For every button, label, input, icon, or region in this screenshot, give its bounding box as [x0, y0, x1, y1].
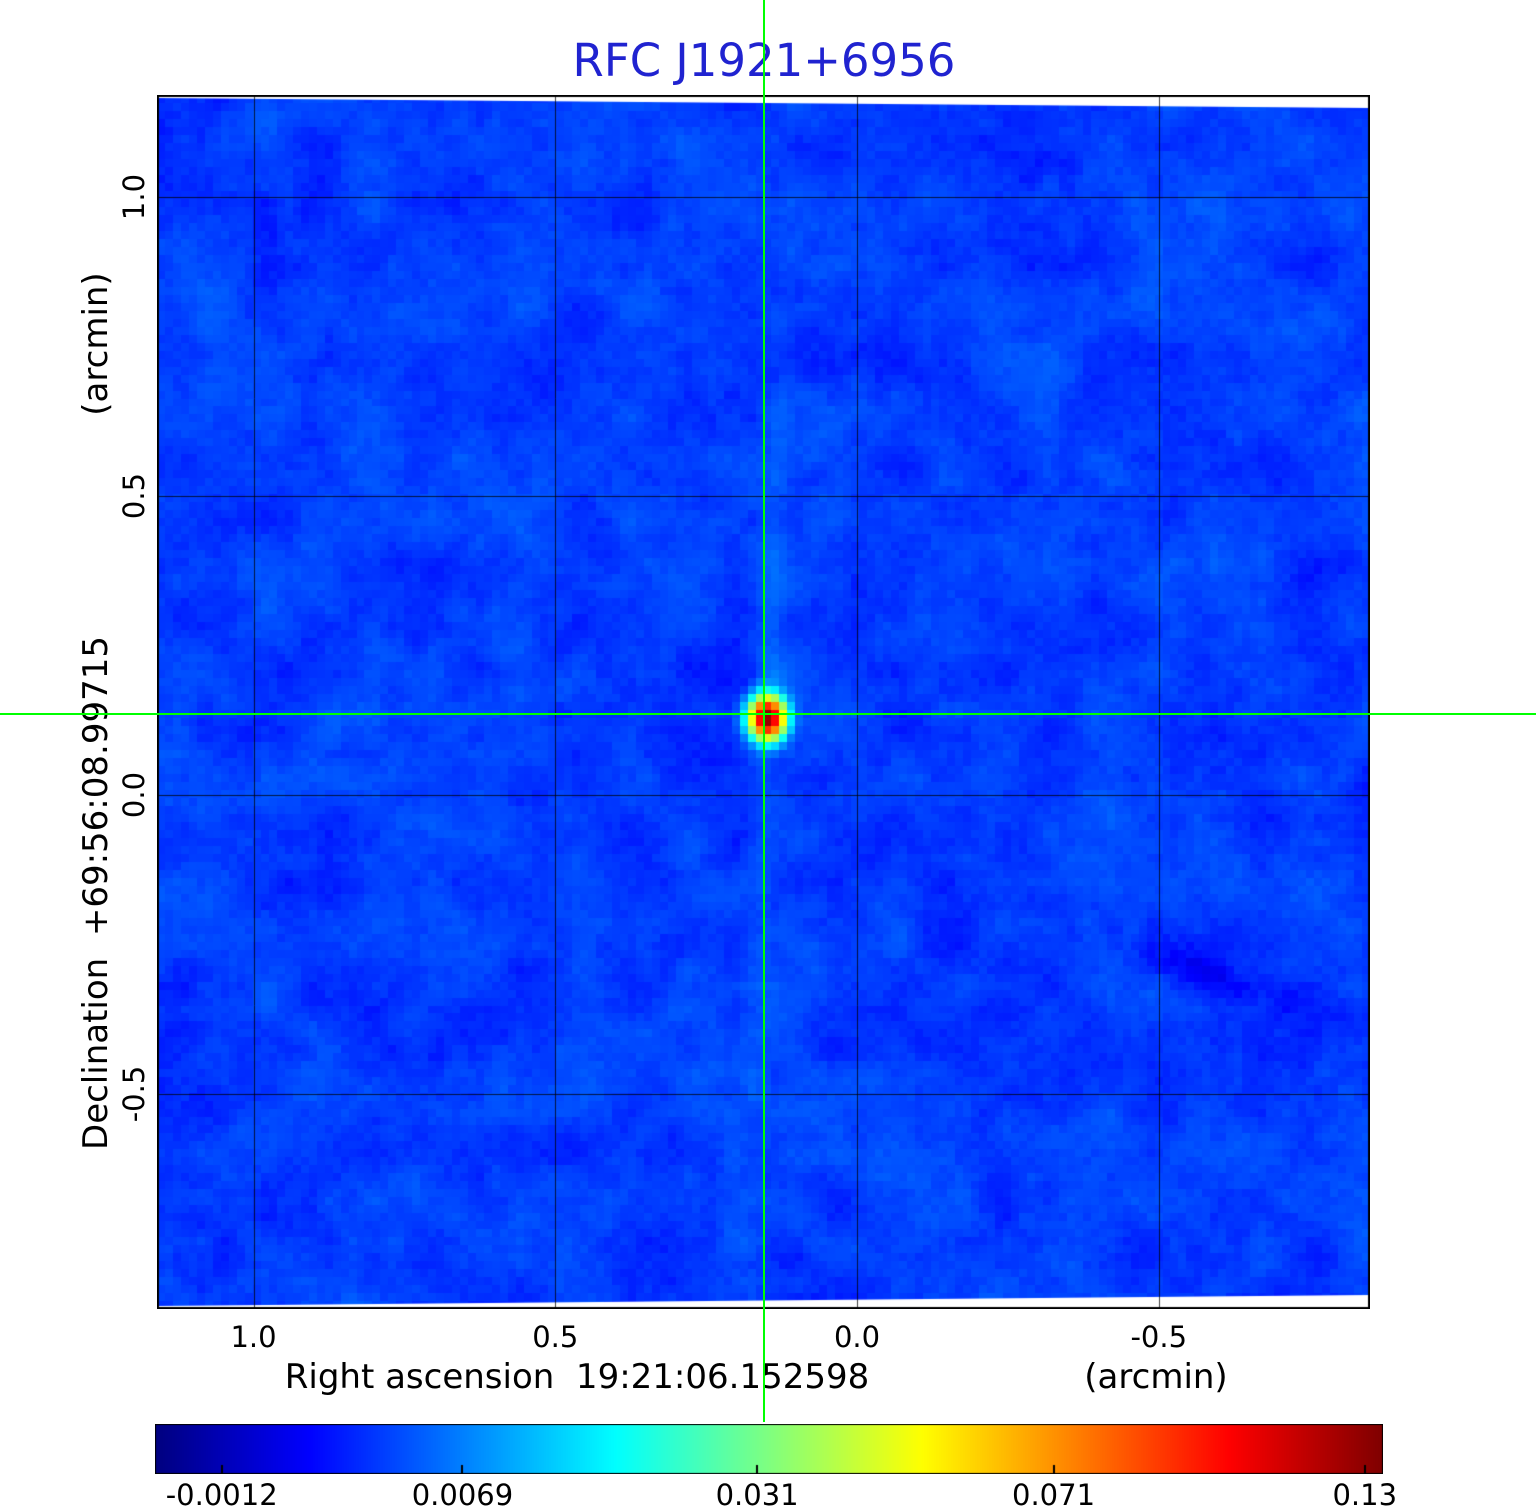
y-tick-label: 0.5	[117, 472, 151, 519]
colorbar-tick-label: -0.0012	[165, 1478, 278, 1511]
y-axis-unit: (arcmin)	[76, 272, 116, 416]
y-tick-label: -0.5	[117, 1065, 151, 1122]
crosshair-horizontal-line	[0, 712, 1536, 715]
y-tick-label: 0.0	[117, 771, 151, 818]
x-tick-label: 0.5	[532, 1320, 579, 1354]
colorbar-tick-label: 0.0069	[411, 1478, 514, 1511]
colorbar	[155, 1424, 1383, 1474]
colorbar-tick-label: 0.031	[715, 1478, 799, 1511]
crosshair-vertical-line	[762, 0, 765, 1422]
x-axis-title: Right ascension 19:21:06.152598	[284, 1357, 870, 1397]
colorbar-tick-label: 0.071	[1012, 1478, 1096, 1511]
x-tick-label: 1.0	[230, 1320, 277, 1354]
x-axis-unit: (arcmin)	[1084, 1357, 1228, 1397]
colorbar-tick-label: 0.13	[1332, 1478, 1398, 1511]
x-tick-label: -0.5	[1130, 1320, 1188, 1354]
y-tick-label: 1.0	[117, 173, 151, 220]
x-tick-label: 0.0	[833, 1320, 881, 1354]
